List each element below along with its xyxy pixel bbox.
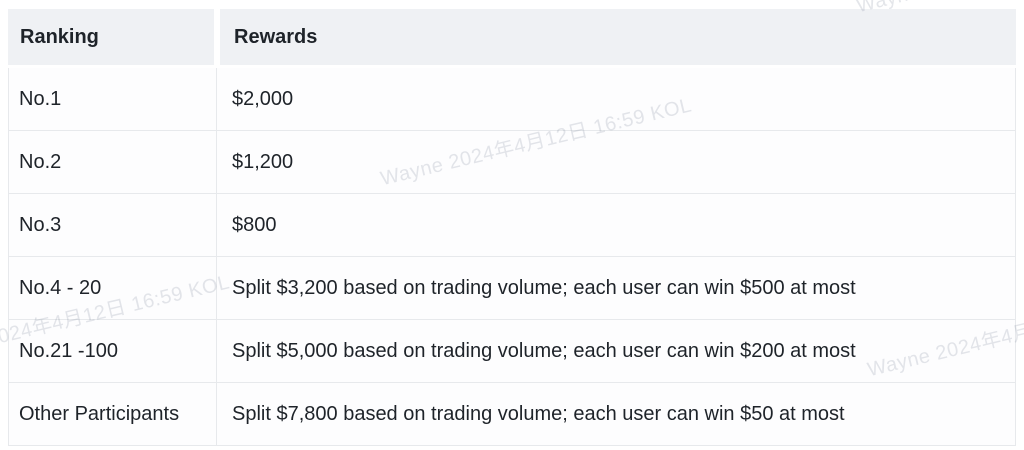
ranking-cell: No.1 [9, 68, 217, 130]
reward-cell: Split $3,200 based on trading volume; ea… [232, 276, 856, 299]
reward-cell: Split $7,800 based on trading volume; ea… [232, 402, 845, 425]
table-row: No.4 - 20 Split $3,200 based on trading … [9, 257, 1015, 320]
reward-cell: $2,000 [232, 87, 294, 110]
table-row: No.3 $800 [9, 194, 1015, 257]
header-cell-ranking: Ranking [8, 9, 214, 65]
reward-cell: Split $5,000 based on trading volume; ea… [232, 339, 856, 362]
reward-cell: $800 [232, 213, 277, 236]
table-body: No.1 $2,000 No.2 $1,200 No.3 $800 No.4 -… [8, 68, 1016, 446]
ranking-cell: No.4 - 20 [9, 257, 217, 319]
ranking-cell: No.3 [9, 194, 217, 256]
table-row: Other Participants Split $7,800 based on… [9, 383, 1015, 446]
reward-cell: $1,200 [232, 150, 294, 173]
header-cell-rewards: Rewards [220, 9, 1016, 65]
table-row: No.1 $2,000 [9, 68, 1015, 131]
ranking-cell: No.2 [9, 131, 217, 193]
rewards-table: Ranking Rewards No.1 $2,000 No.2 $1,200 … [8, 9, 1016, 446]
table-row: No.2 $1,200 [9, 131, 1015, 194]
ranking-cell: No.21 -100 [9, 320, 217, 382]
table-header-row: Ranking Rewards [8, 9, 1016, 65]
table-row: No.21 -100 Split $5,000 based on trading… [9, 320, 1015, 383]
ranking-cell: Other Participants [9, 383, 217, 445]
